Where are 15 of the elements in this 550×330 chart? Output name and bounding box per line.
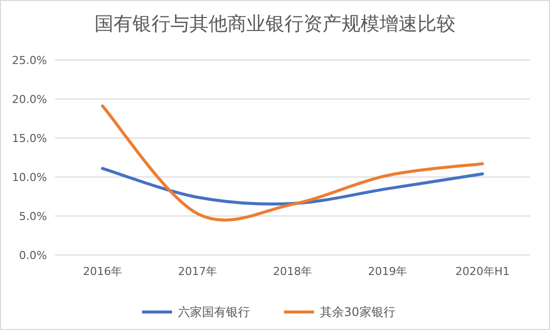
y-tick-label: 10.0% (12, 171, 47, 184)
y-tick-label: 25.0% (12, 54, 47, 67)
y-tick-label: 20.0% (12, 93, 47, 106)
x-tick-label: 2019年 (368, 265, 407, 278)
line-series (101, 166, 484, 206)
y-tick-label: 5.0% (19, 210, 47, 223)
legend-label: 其余30家银行 (320, 305, 396, 319)
chart-title: 国有银行与其他商业银行资产规模增速比较 (94, 13, 456, 35)
x-tick-label: 2020年H1 (455, 265, 510, 278)
x-tick-label: 2018年 (273, 265, 312, 278)
y-tick-label: 15.0% (12, 132, 47, 145)
x-tick-label: 2017年 (178, 265, 217, 278)
x-tick-label: 2016年 (83, 265, 122, 278)
legend-label: 六家国有银行 (178, 305, 250, 319)
y-tick-label: 0.0% (19, 249, 47, 262)
